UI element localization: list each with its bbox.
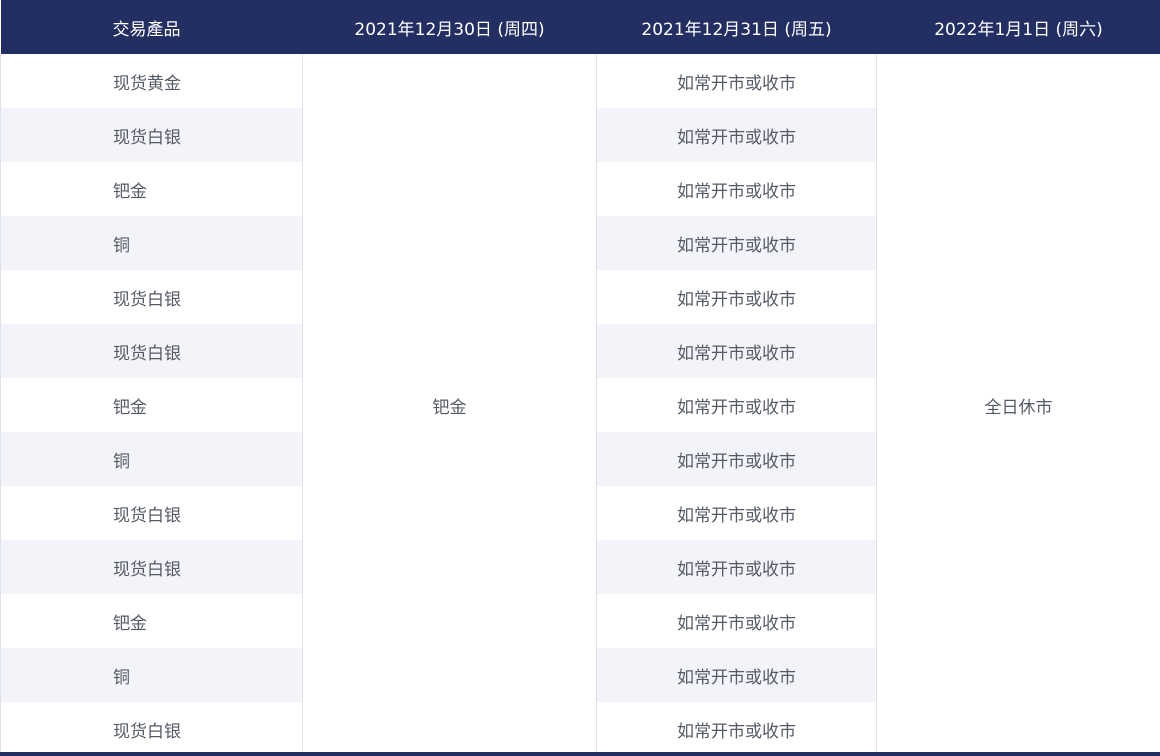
table-row: 现货白银 如常开市或收市 bbox=[0, 270, 1160, 324]
product-cell: 现货白银 bbox=[0, 108, 303, 162]
jan1-merged-cell: 全日休市 bbox=[876, 54, 1160, 756]
product-cell: 现货白银 bbox=[0, 540, 303, 594]
dec31-status-cell: 如常开市或收市 bbox=[596, 216, 877, 270]
header-product: 交易產品 bbox=[0, 0, 303, 54]
product-cell: 现货白银 bbox=[0, 486, 303, 540]
dec31-status-cell: 如常开市或收市 bbox=[596, 378, 877, 432]
header-dec31: 2021年12月31日 (周五) bbox=[596, 0, 877, 54]
product-cell: 现货白银 bbox=[0, 702, 303, 756]
dec31-status-cell: 如常开市或收市 bbox=[596, 594, 877, 648]
dec31-status-cell: 如常开市或收市 bbox=[596, 486, 877, 540]
product-cell: 钯金 bbox=[0, 162, 303, 216]
dec31-status-cell: 如常开市或收市 bbox=[596, 540, 877, 594]
product-cell: 现货白银 bbox=[0, 270, 303, 324]
product-cell: 铜 bbox=[0, 216, 303, 270]
product-cell: 钯金 bbox=[0, 594, 303, 648]
bottom-border bbox=[0, 752, 1160, 756]
dec31-status-cell: 如常开市或收市 bbox=[596, 162, 877, 216]
header-dec30: 2021年12月30日 (周四) bbox=[302, 0, 597, 54]
dec31-status-cell: 如常开市或收市 bbox=[596, 270, 877, 324]
table-body: 现货黄金 钯金 如常开市或收市 全日休市 现货白银 如常开市或收市 钯金 如常开市或收市铜如常… bbox=[0, 54, 1160, 756]
product-cell: 现货黄金 bbox=[0, 54, 303, 108]
table-header: 交易產品 2021年12月30日 (周四) 2021年12月31日 (周五) 2… bbox=[0, 0, 1160, 54]
table-row: 铜 如常开市或收市 bbox=[0, 432, 1160, 486]
product-cell: 钯金 bbox=[0, 378, 303, 432]
table-row: 现货白银 如常开市或收市 bbox=[0, 540, 1160, 594]
dec31-status-cell: 如常开市或收市 bbox=[596, 54, 877, 108]
table-row: 铜 如常开市或收市 bbox=[0, 648, 1160, 702]
header-row: 交易產品 2021年12月30日 (周四) 2021年12月31日 (周五) 2… bbox=[0, 0, 1160, 54]
table-row: 现货白银 如常开市或收市 bbox=[0, 702, 1160, 756]
table-row: 铜 如常开市或收市 bbox=[0, 216, 1160, 270]
dec31-status-cell: 如常开市或收市 bbox=[596, 108, 877, 162]
table-row: 现货黄金 钯金 如常开市或收市 全日休市 bbox=[0, 54, 1160, 756]
product-cell: 铜 bbox=[0, 648, 303, 702]
table-row: 现货白银 如常开市或收市 bbox=[0, 108, 1160, 162]
product-cell: 现货白银 bbox=[0, 324, 303, 378]
dec31-status-cell: 如常开市或收市 bbox=[596, 648, 877, 702]
table-row: 现货白银 如常开市或收市 bbox=[0, 486, 1160, 540]
table-row: 钯金 如常开市或收市 bbox=[0, 594, 1160, 648]
product-cell: 铜 bbox=[0, 432, 303, 486]
table-row: 钯金 如常开市或收市 bbox=[0, 378, 1160, 432]
dec31-status-cell: 如常开市或收市 bbox=[596, 324, 877, 378]
table-row: 现货白银 如常开市或收市 bbox=[0, 324, 1160, 378]
header-jan1: 2022年1月1日 (周六) bbox=[876, 0, 1160, 54]
dec31-status-cell: 如常开市或收市 bbox=[596, 702, 877, 756]
dec30-merged-cell: 钯金 bbox=[302, 54, 597, 756]
dec31-status-cell: 如常开市或收市 bbox=[596, 432, 877, 486]
table-row: 钯金 如常开市或收市 bbox=[0, 162, 1160, 216]
